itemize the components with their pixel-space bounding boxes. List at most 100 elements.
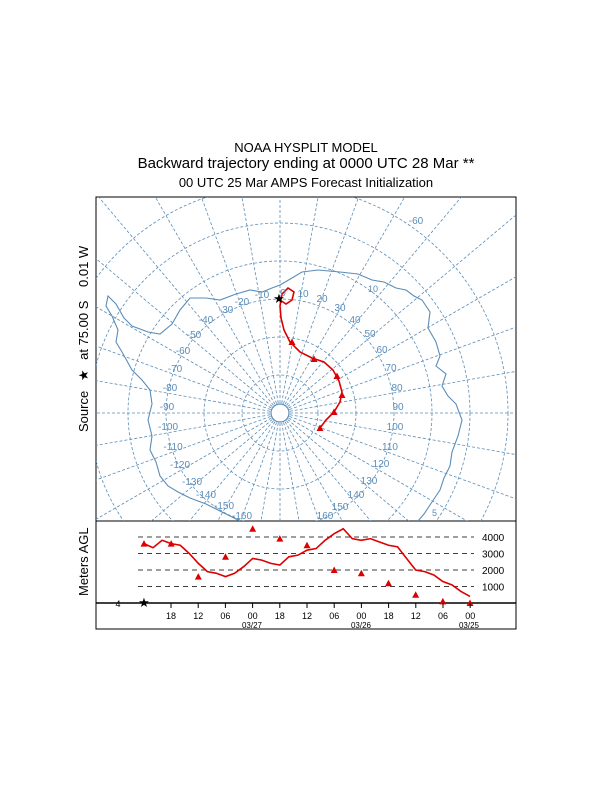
meridian-line [281, 422, 300, 521]
time-label: 06 [220, 611, 230, 621]
meridian-label: -20 [235, 297, 250, 308]
meridian-label: -60 [409, 216, 424, 227]
latitude-circle [165, 298, 395, 521]
meridian-line [286, 197, 462, 406]
meridian-label: -160 [232, 511, 252, 522]
meridian-label: 100 [387, 422, 404, 433]
height-marker [412, 591, 420, 598]
polar-map: ★ 0 -10 -20-30 -40 -50 -60 -70 -80 -90 -100 -110 -1… [96, 197, 516, 522]
meridian-label: 90 [392, 402, 404, 413]
source-star-icon: ★ [273, 291, 285, 306]
meridian-line [96, 258, 273, 407]
meridian-line [288, 276, 516, 409]
meridian-label: -110 [163, 442, 183, 453]
time-label: 00 [248, 611, 258, 621]
meridian-line [96, 380, 271, 412]
meridian-label: 0 [280, 288, 286, 299]
meridian-line [240, 422, 277, 521]
date-labels: 03/27 03/26 03/25 [242, 621, 480, 630]
height-marker [194, 573, 202, 580]
model-title: NOAA HYSPLIT MODEL [234, 140, 378, 155]
meridian-label: 20 [316, 294, 328, 305]
trajectory-path [279, 286, 343, 429]
meridian-line [96, 414, 271, 446]
meridian-label: 80 [391, 383, 403, 394]
meridian-line [281, 197, 319, 404]
trajectory-marker [288, 338, 296, 345]
meridian-line [284, 421, 343, 521]
meridian-label: -80 [163, 383, 178, 394]
meridian-line [284, 197, 406, 405]
time-label: 12 [193, 611, 203, 621]
meridian-label: 50 [364, 329, 376, 340]
meridian-label: 5 [432, 508, 437, 518]
meridian-label: 30 [334, 303, 346, 314]
time-ticks [170, 603, 471, 608]
source-location-label: Source ★ at 75.00 S 0.01 W [76, 245, 91, 432]
height-marker [249, 525, 257, 532]
height-markers [140, 525, 474, 606]
date-label: 03/26 [351, 621, 372, 630]
meridian-label: -50 [187, 330, 202, 341]
meridian-label: -60 [176, 346, 191, 357]
height-label: 4000 [482, 533, 505, 544]
meridian-line [96, 345, 271, 410]
date-label: 03/25 [459, 621, 480, 630]
meridian-label: -100 [158, 422, 178, 433]
meridian-lines [96, 197, 516, 521]
time-label: 18 [166, 611, 176, 621]
meridian-label: 140 [348, 490, 365, 501]
meridian-line [289, 416, 516, 500]
meridian-label: 160 [317, 511, 334, 522]
meridian-label: -130 [182, 477, 202, 488]
meridian-label: 120 [373, 459, 390, 470]
time-label: 00 [356, 611, 366, 621]
meridian-label: -70 [168, 364, 183, 375]
height-marker [222, 553, 229, 560]
profile-start-marker: 4 [115, 599, 120, 609]
height-marker [439, 597, 447, 605]
meridian-label: 150 [332, 502, 349, 513]
time-label: 18 [384, 611, 394, 621]
height-marker [167, 540, 175, 547]
height-labels: 4000 3000 2000 1000 [482, 533, 505, 594]
meridian-line [150, 419, 273, 521]
meridian-line [200, 197, 277, 404]
trajectory-marker [316, 424, 324, 431]
profile-frame [95, 520, 517, 630]
time-label: 12 [302, 611, 312, 621]
meridian-line [287, 214, 516, 407]
meridian-line [289, 414, 516, 456]
meridian-line [96, 306, 272, 409]
meridian-labels: 0 -10 -20-30 -40 -50 -60 -70 -80 -90 -100 -110 -120… [158, 216, 437, 522]
meridian-line [241, 197, 279, 404]
meridian-line [154, 197, 276, 405]
meridian-label: 130 [361, 476, 378, 487]
trajectory-marker [330, 408, 338, 415]
trajectory-marker [310, 355, 318, 362]
initialization-subtitle: 00 UTC 25 Mar AMPS Forecast Initializati… [178, 175, 434, 190]
meridian-line [288, 417, 468, 521]
height-marker [466, 599, 474, 606]
time-label: 06 [438, 611, 448, 621]
height-marker [140, 540, 148, 547]
meridian-label: -140 [196, 490, 216, 501]
meridian-label: 70 [385, 363, 397, 374]
meridian-line [260, 422, 279, 521]
antarctica-coastline [105, 269, 463, 521]
meridian-label: -90 [160, 402, 175, 413]
profile-source-star-icon: ★ [138, 595, 150, 610]
meridian-line [289, 370, 516, 412]
height-label: 2000 [482, 566, 505, 577]
meridian-line [287, 419, 410, 521]
meridian-line [289, 326, 516, 410]
height-label: 3000 [482, 550, 505, 561]
time-label: 06 [329, 611, 339, 621]
height-marker [276, 535, 284, 542]
meridian-label: -40 [199, 315, 214, 326]
date-label: 03/27 [242, 621, 263, 630]
meridian-line [188, 420, 274, 521]
time-label: 00 [465, 611, 475, 621]
meridian-label: 60 [376, 345, 388, 356]
